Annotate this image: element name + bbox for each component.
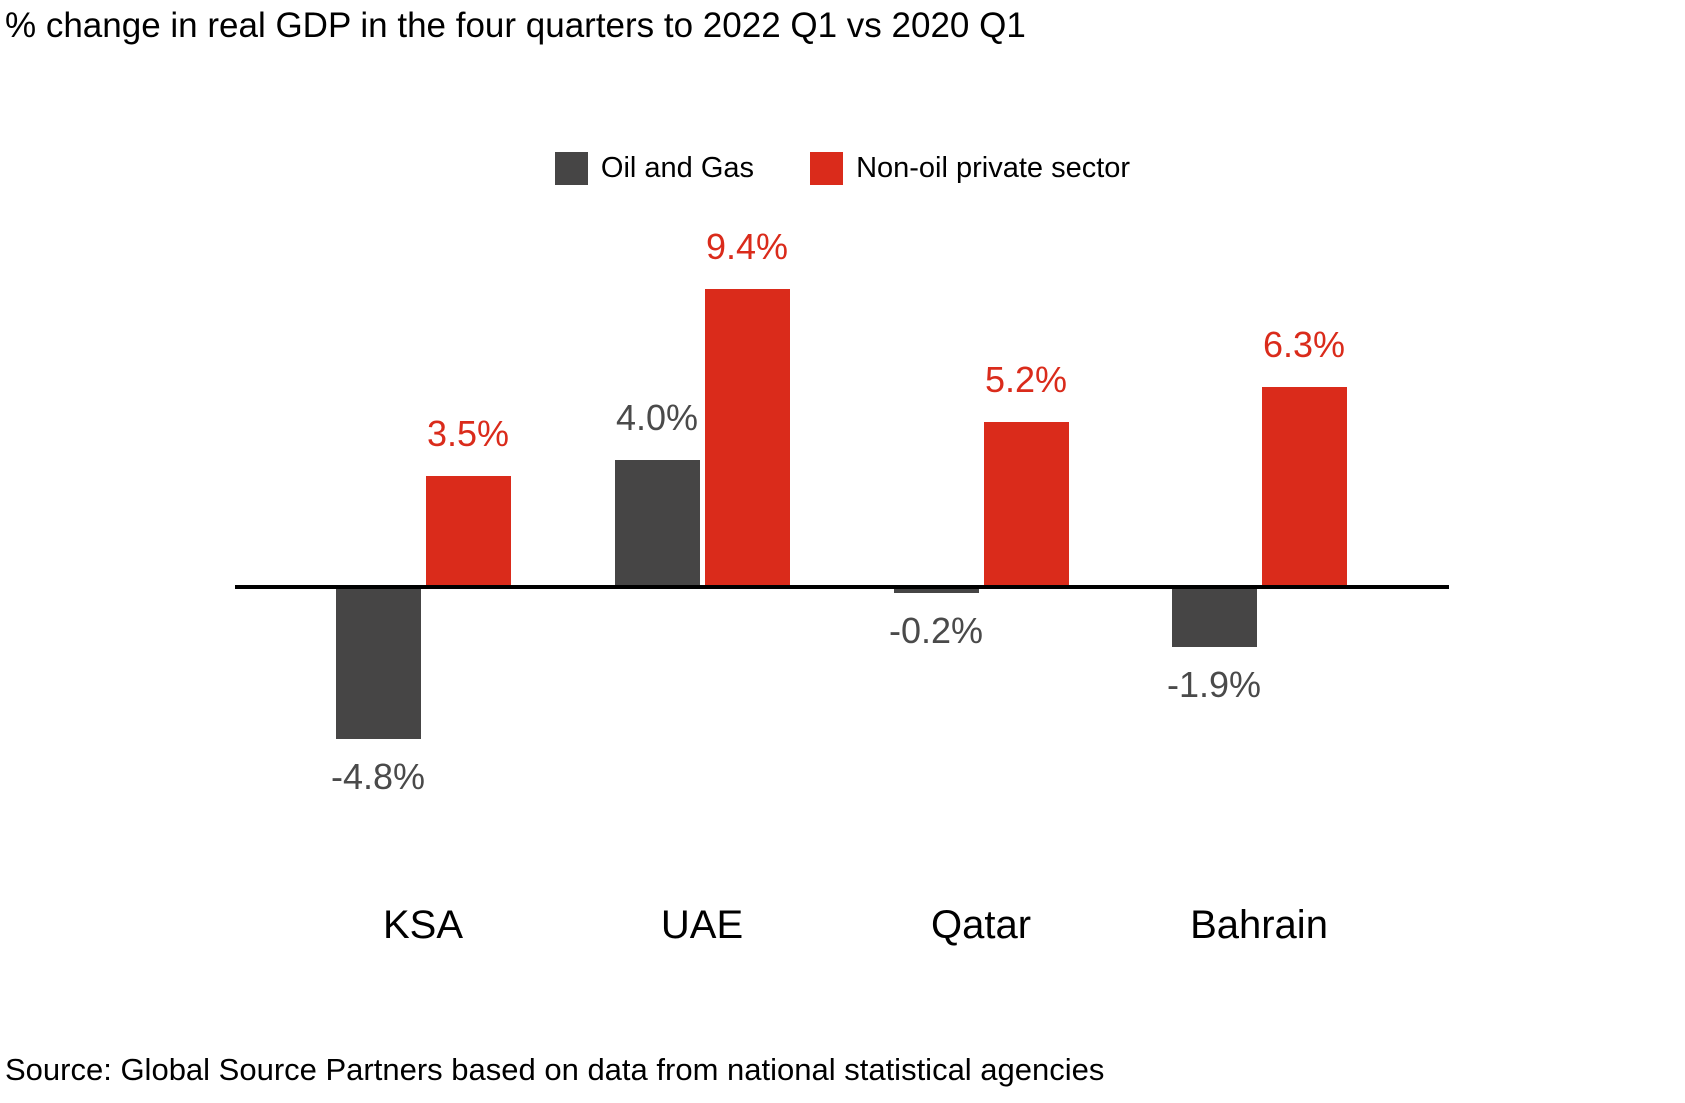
x-axis-line [235,585,1449,589]
legend-swatch-oil-and-gas-icon [554,152,588,185]
value-label-oil-and-gas-uae: 4.0% [615,397,699,439]
bar-oil-and-gas-bahrain [1171,587,1257,648]
legend: Oil and Gas Non-oil private sector [0,152,1685,185]
value-label-oil-and-gas-ksa: -4.8% [330,756,426,798]
bar-oil-and-gas-uae [614,460,700,587]
bar-non-oil-private-sector-uae [704,289,790,587]
bar-oil-and-gas-ksa [335,587,421,740]
bar-non-oil-private-sector-ksa [425,476,511,587]
category-label-uae: UAE [660,903,744,947]
legend-item-non-oil-private-sector: Non-oil private sector [810,152,1130,185]
chart-title: % change in real GDP in the four quarter… [5,6,1026,45]
legend-swatch-non-oil-private-sector-icon [810,152,844,185]
bar-oil-and-gas-qatar [893,587,979,594]
source-note: Source: Global Source Partners based on … [5,1052,1105,1087]
bar-non-oil-private-sector-qatar [983,422,1069,587]
bar-non-oil-private-sector-bahrain [1261,387,1347,587]
value-label-non-oil-private-sector-bahrain: 6.3% [1262,324,1346,366]
category-label-bahrain: Bahrain [1190,903,1328,947]
legend-item-oil-and-gas: Oil and Gas [554,152,755,185]
value-label-oil-and-gas-bahrain: -1.9% [1166,664,1262,706]
category-label-ksa: KSA [382,903,464,947]
value-label-non-oil-private-sector-qatar: 5.2% [984,359,1068,401]
value-label-oil-and-gas-qatar: -0.2% [888,610,984,652]
category-label-qatar: Qatar [930,903,1032,947]
legend-label-oil-and-gas: Oil and Gas [600,152,755,184]
value-label-non-oil-private-sector-uae: 9.4% [705,226,789,268]
value-label-non-oil-private-sector-ksa: 3.5% [426,413,510,455]
legend-label-non-oil-private-sector: Non-oil private sector [856,152,1131,184]
